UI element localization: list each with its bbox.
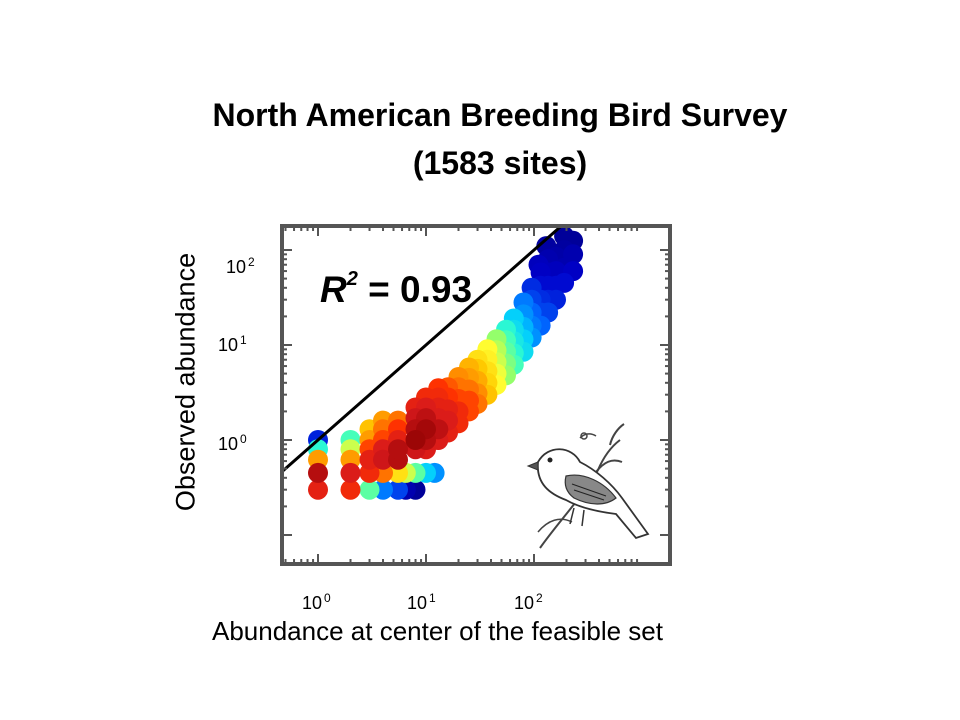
data-point (308, 479, 328, 500)
r-squared-value: = 0.93 (368, 269, 473, 310)
one-to-one-line (282, 226, 564, 474)
r-squared-exponent: 2 (346, 268, 358, 290)
r-squared-annotation: R2 = 0.93 (320, 268, 472, 311)
chart-title-line-2: (1583 sites) (412, 145, 588, 181)
y-tick-label: 10 0 (218, 430, 247, 453)
data-point (373, 449, 393, 470)
x-axis-label: Abundance at center of the feasible set (212, 616, 663, 646)
x-tick-base: 10 (302, 593, 323, 613)
data-point (388, 439, 408, 460)
r-squared-symbol: R (320, 269, 347, 310)
data-point (554, 272, 575, 293)
data-point (340, 462, 361, 483)
y-tick-exp: 0 (240, 432, 247, 446)
y-tick-base: 10 (226, 257, 247, 277)
data-point (340, 479, 361, 500)
y-tick-base: 10 (218, 335, 239, 355)
y-axis-label: Observed abundance (170, 252, 201, 512)
x-tick-label: 10 0 (302, 589, 331, 612)
x-tick-exp: 2 (536, 591, 543, 605)
x-tick-base: 10 (514, 593, 535, 613)
bird-illustration (524, 420, 652, 555)
data-point (308, 462, 328, 483)
data-point (388, 479, 408, 500)
y-tick-exp: 2 (248, 255, 255, 269)
y-tick-label: 10 2 (226, 253, 255, 276)
x-tick-base: 10 (407, 593, 428, 613)
x-tick-label: 10 1 (407, 589, 436, 612)
data-point (405, 430, 426, 450)
axis-tick-marks (282, 226, 670, 564)
x-tick-exp: 1 (429, 591, 436, 605)
data-points (308, 226, 584, 500)
data-point (359, 479, 380, 500)
y-tick-base: 10 (218, 434, 239, 454)
x-tick-label: 10 2 (514, 589, 543, 612)
chart-title-line-1: North American Breeding Bird Survey (212, 97, 788, 133)
reference-line-layer (282, 226, 564, 474)
y-tick-exp: 1 (240, 333, 247, 347)
data-point (563, 244, 584, 265)
y-tick-label: 10 1 (218, 331, 247, 354)
x-tick-exp: 0 (324, 591, 331, 605)
